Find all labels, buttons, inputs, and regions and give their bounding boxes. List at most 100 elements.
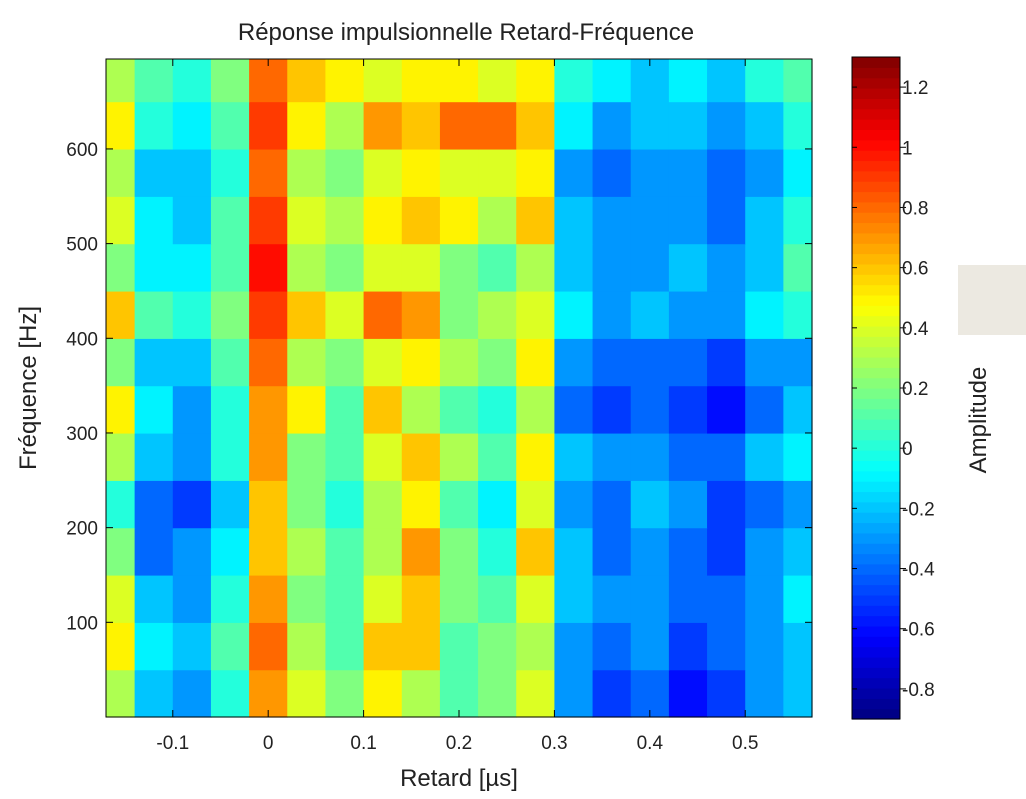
y-tick-label: 300 bbox=[66, 424, 98, 445]
heatmap-cell bbox=[783, 338, 813, 387]
colorbar-step bbox=[852, 263, 900, 275]
heatmap-cell bbox=[516, 101, 555, 150]
heatmap-cell bbox=[516, 622, 555, 671]
heatmap-cell bbox=[668, 243, 708, 292]
heatmap-cell bbox=[783, 243, 813, 292]
colorbar-step bbox=[852, 346, 900, 358]
heatmap-cell bbox=[325, 290, 365, 339]
heatmap-cell bbox=[554, 385, 594, 434]
heatmap-cell bbox=[249, 243, 288, 292]
heatmap-cell bbox=[249, 385, 288, 434]
heatmap-cell bbox=[210, 480, 250, 529]
heatmap-cell bbox=[210, 385, 250, 434]
heatmap-cell bbox=[325, 101, 365, 150]
heatmap-cell bbox=[249, 101, 288, 150]
heatmap-cell bbox=[478, 101, 517, 150]
heatmap-cell bbox=[707, 196, 746, 245]
heatmap-cell bbox=[630, 622, 670, 671]
colorbar-step bbox=[852, 398, 900, 410]
colorbar-step bbox=[852, 388, 900, 399]
heatmap-cell bbox=[592, 480, 632, 529]
heatmap-cell bbox=[287, 243, 327, 292]
heatmap-cell bbox=[516, 196, 555, 245]
heatmap-cell bbox=[287, 196, 327, 245]
heatmap-cell bbox=[172, 622, 212, 671]
heatmap-cell bbox=[478, 196, 517, 245]
heatmap-cell bbox=[592, 59, 632, 103]
heatmap-cell bbox=[630, 480, 670, 529]
heatmap-cell bbox=[630, 385, 670, 434]
colorbar-step bbox=[852, 501, 900, 513]
y-tick-label: 200 bbox=[66, 519, 98, 540]
heatmap-cell bbox=[172, 480, 212, 529]
heatmap-cell bbox=[783, 432, 813, 481]
heatmap-cell bbox=[707, 148, 746, 197]
heatmap-cell bbox=[401, 669, 441, 718]
heatmap-cell bbox=[516, 338, 555, 387]
x-tick-label: 0.4 bbox=[637, 733, 664, 754]
heatmap-cell bbox=[134, 622, 174, 671]
heatmap-cell bbox=[363, 290, 403, 339]
heatmap-cell bbox=[478, 622, 517, 671]
heatmap-cell bbox=[745, 385, 784, 434]
heatmap-cell bbox=[134, 432, 174, 481]
colorbar-tick-label: -0.6 bbox=[902, 620, 935, 641]
heatmap-cell bbox=[134, 574, 174, 623]
heatmap-cell bbox=[478, 148, 517, 197]
y-tick-label: 600 bbox=[66, 140, 98, 161]
heatmap-cell bbox=[668, 148, 708, 197]
heatmap-cell bbox=[106, 101, 136, 150]
heatmap-cell bbox=[106, 385, 136, 434]
colorbar-tick-label: -0.2 bbox=[902, 499, 935, 520]
heatmap-cell bbox=[325, 527, 365, 576]
heatmap-cell bbox=[210, 527, 250, 576]
heatmap-cell bbox=[439, 196, 479, 245]
heatmap-cell bbox=[287, 432, 327, 481]
heatmap-cell bbox=[325, 480, 365, 529]
heatmap-cell bbox=[325, 243, 365, 292]
heatmap-cell bbox=[210, 148, 250, 197]
heatmap-cell bbox=[783, 622, 813, 671]
heatmap-cell bbox=[554, 622, 594, 671]
colorbar-step bbox=[852, 201, 900, 213]
heatmap-cell bbox=[249, 574, 288, 623]
heatmap-cell bbox=[554, 290, 594, 339]
heatmap-cell bbox=[363, 622, 403, 671]
heatmap-cell bbox=[325, 59, 365, 103]
heatmap-cell bbox=[516, 574, 555, 623]
colorbar-tick-label: 0.6 bbox=[902, 259, 928, 280]
heatmap-cell bbox=[668, 101, 708, 150]
x-tick-label: 0.2 bbox=[446, 733, 472, 754]
heatmap-cell bbox=[630, 338, 670, 387]
heatmap-cell bbox=[287, 480, 327, 529]
heatmap-cell bbox=[363, 101, 403, 150]
colorbar-step bbox=[852, 512, 900, 524]
colorbar-tick-label: 1.2 bbox=[902, 78, 928, 99]
heatmap-cell bbox=[630, 196, 670, 245]
heatmap-cell bbox=[554, 59, 594, 103]
y-tick-label: 400 bbox=[66, 329, 98, 350]
heatmap-cell bbox=[516, 290, 555, 339]
colorbar-axis: -0.8 -0.6 -0.4 -0.2 0 0.2 0.4 0.6 0.8 1 1.2 bbox=[852, 78, 935, 701]
heatmap-cell bbox=[134, 290, 174, 339]
heatmap-cell bbox=[172, 196, 212, 245]
heatmap-cell bbox=[325, 385, 365, 434]
colorbar-step bbox=[852, 594, 900, 606]
colorbar-step bbox=[852, 377, 900, 389]
heatmap-cell bbox=[439, 574, 479, 623]
heatmap-cell bbox=[630, 432, 670, 481]
heatmap-cell bbox=[592, 385, 632, 434]
heatmap-cell bbox=[592, 338, 632, 387]
heatmap-cell bbox=[363, 527, 403, 576]
heatmap-cell bbox=[745, 59, 784, 103]
heatmap-cell bbox=[516, 243, 555, 292]
colorbar-step bbox=[852, 677, 900, 689]
heatmap-cell bbox=[745, 148, 784, 197]
heatmap-cell bbox=[401, 148, 441, 197]
heatmap-cell bbox=[210, 243, 250, 292]
heatmap-cell bbox=[106, 243, 136, 292]
colorbar-step bbox=[852, 615, 900, 627]
heatmap-cell bbox=[210, 432, 250, 481]
heatmap-cell bbox=[172, 290, 212, 339]
heatmap-cell bbox=[287, 527, 327, 576]
